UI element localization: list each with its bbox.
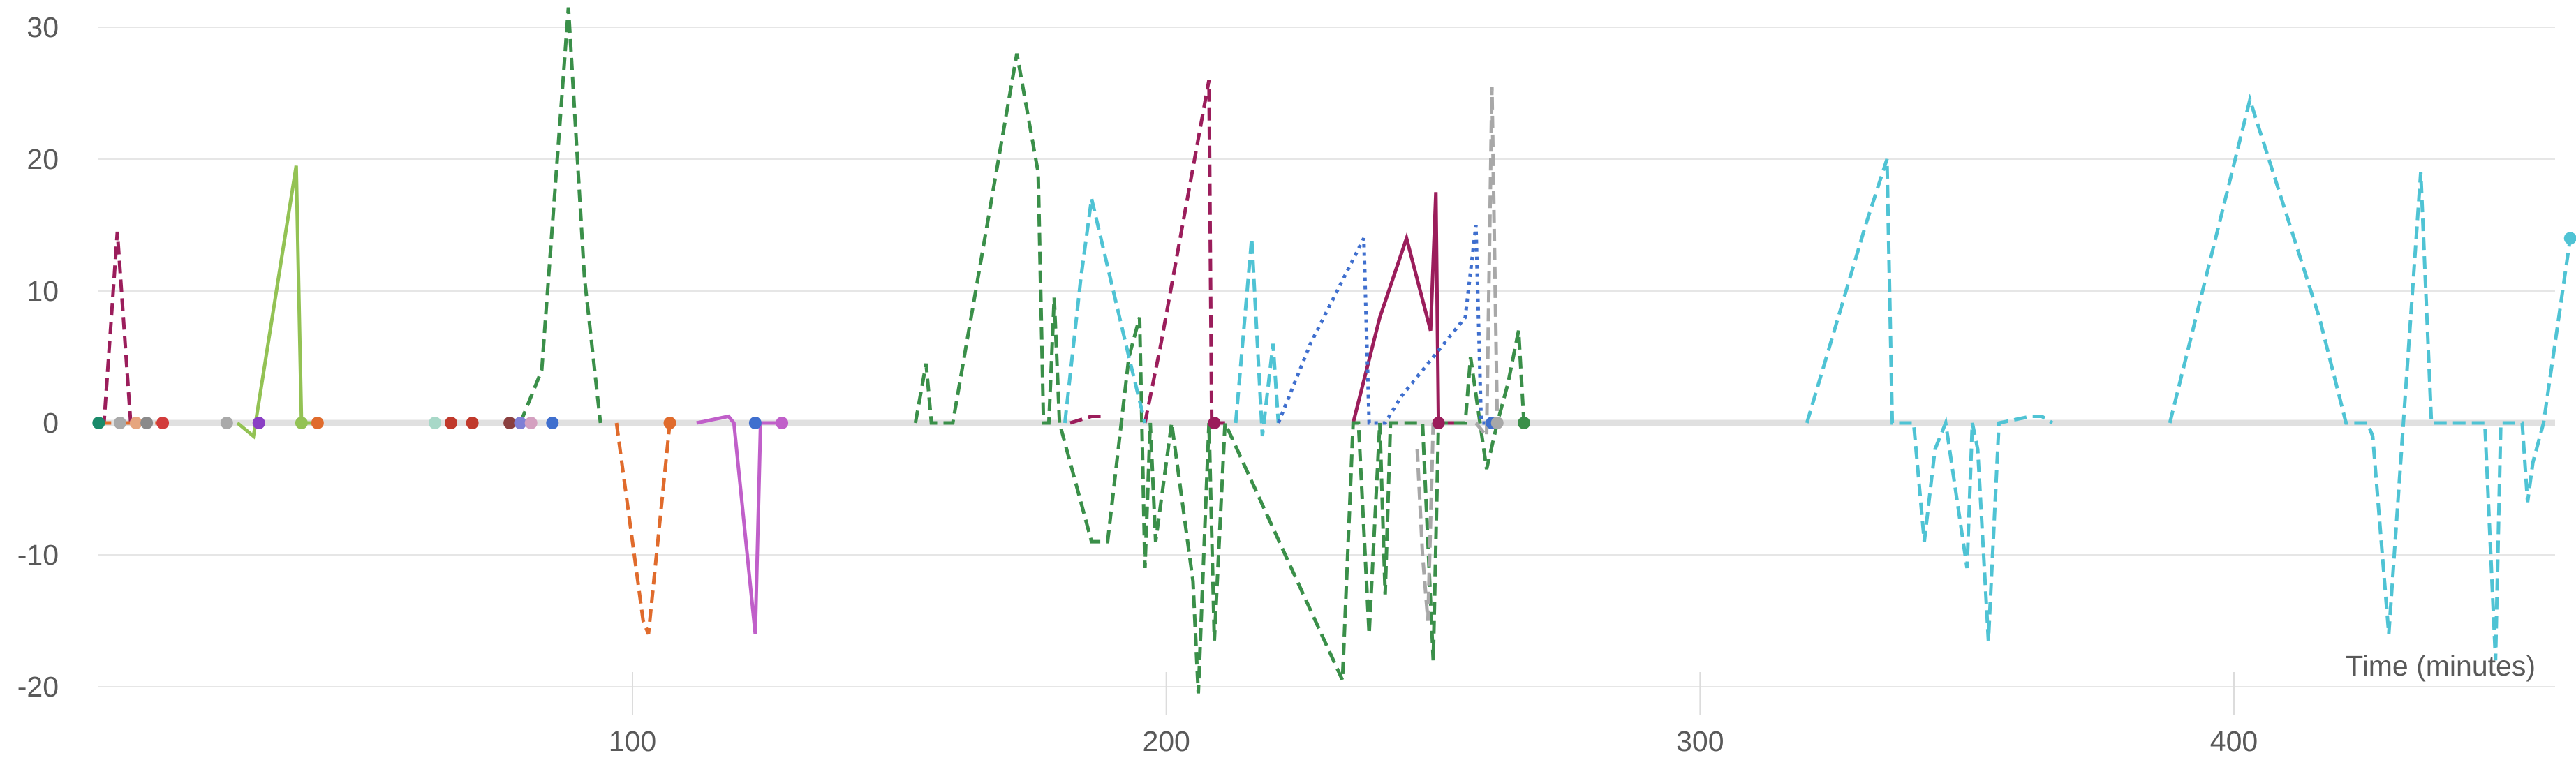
series-marker-23 — [1490, 417, 1504, 429]
series-marker-18 — [748, 417, 762, 429]
axis-labels: -20 -10 0 10 20 30 100 200 300 400 — [17, 11, 2258, 757]
series-line-16 — [1474, 87, 1500, 441]
series-line-12 — [1805, 158, 2054, 641]
x-tick-label: 200 — [1142, 725, 1190, 757]
series-marker-4 — [140, 417, 154, 429]
series-marker-1 — [92, 417, 105, 429]
series-line-10 — [1063, 198, 1147, 424]
x-axis-title: Time (minutes) — [2346, 650, 2536, 682]
series-marker-10 — [429, 417, 442, 429]
series-marker-12 — [466, 417, 479, 429]
series-line-1 — [98, 231, 133, 425]
series-line-14 — [1276, 225, 1493, 425]
series-line-17 — [696, 414, 777, 634]
y-tick-label: -10 — [17, 539, 59, 571]
series-marker-14 — [514, 417, 527, 429]
series-marker-17 — [663, 417, 676, 429]
x-axis-ticks — [632, 672, 2235, 715]
series-marker-21 — [1432, 417, 1445, 429]
y-tick-label: 0 — [43, 407, 59, 439]
series-marker-5 — [156, 417, 170, 429]
x-tick-label: 100 — [609, 725, 656, 757]
series-marker-11 — [445, 417, 458, 429]
series-line-3 — [1143, 80, 1225, 425]
series-marker-15 — [524, 417, 538, 429]
y-tick-label: -20 — [17, 671, 59, 703]
series-marker-6 — [220, 417, 233, 429]
series-marker-7 — [252, 417, 265, 429]
series-line-9 — [913, 53, 1526, 694]
gridlines — [98, 27, 2555, 687]
series-line-15 — [1415, 422, 1435, 621]
series-marker-13 — [503, 417, 517, 429]
series-lines — [98, 7, 2573, 694]
series-marker-3 — [129, 417, 142, 429]
series-marker-19 — [776, 417, 789, 429]
series-line-11 — [1234, 238, 1280, 437]
y-tick-label: 20 — [27, 143, 59, 175]
series-marker-24 — [1517, 417, 1530, 429]
series-marker-2 — [113, 417, 126, 429]
series-marker-20 — [1208, 417, 1221, 429]
series-marker-9 — [311, 417, 324, 429]
series-marker-16 — [546, 417, 559, 429]
x-tick-label: 300 — [1676, 725, 1724, 757]
series-line-7 — [614, 422, 672, 635]
series-line-2 — [1069, 415, 1102, 425]
x-tick-label: 400 — [2210, 725, 2258, 757]
series-line-5 — [236, 165, 318, 440]
series-line-13 — [2168, 93, 2573, 661]
series-markers — [92, 232, 2576, 429]
series-line-8 — [519, 7, 602, 424]
series-marker-8 — [295, 417, 308, 429]
y-tick-label: 30 — [27, 11, 59, 43]
y-tick-label: 10 — [27, 275, 59, 307]
series-marker-25 — [2563, 232, 2576, 245]
